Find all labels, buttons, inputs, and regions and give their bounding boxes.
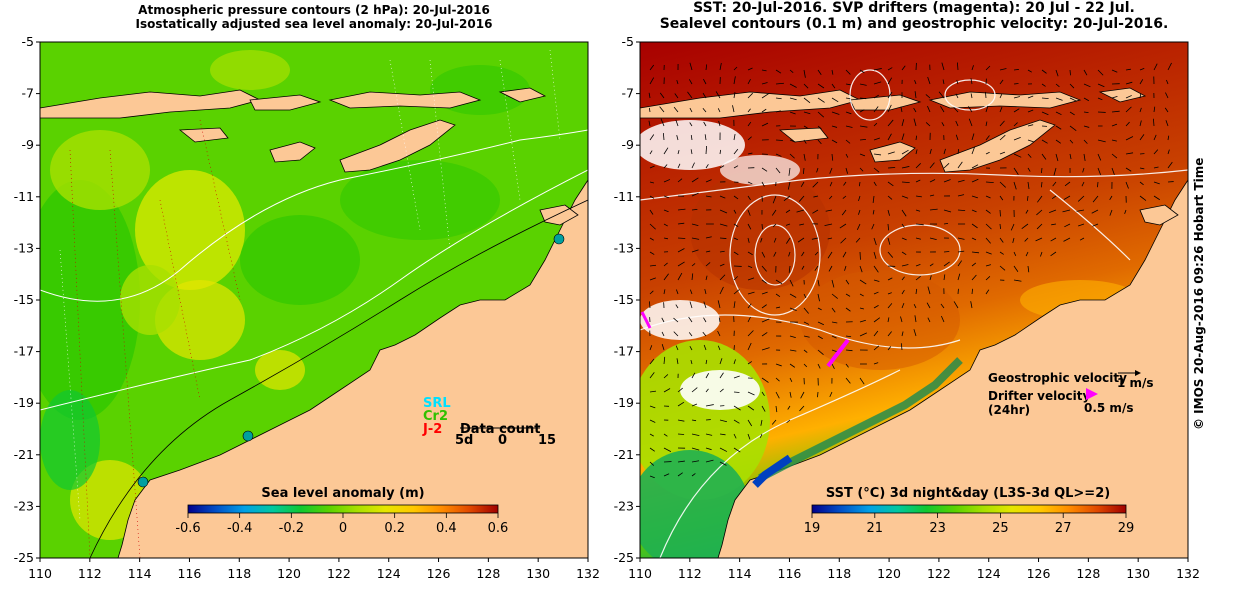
- right-lon-tick-label: 124: [977, 566, 1001, 581]
- right-lat-tick-label: -11: [614, 189, 634, 204]
- sla-tick-label: -0.6: [175, 521, 200, 536]
- legend-cr2: Cr2: [423, 409, 448, 424]
- right-lat-tick-label: -13: [614, 240, 634, 255]
- sla-tick-label: 0.2: [384, 521, 405, 536]
- imos-credit: © IMOS 20-Aug-2016 09:26 Hobart Time: [1192, 157, 1206, 430]
- left-lat-tick-label: -25: [14, 550, 34, 565]
- right-lat-tick-label: -23: [614, 498, 634, 513]
- sst-colorbar-label: SST (°C) 3d night&day (L3S-3d QL>=2): [826, 486, 1110, 501]
- sumba-island-left: [178, 127, 229, 143]
- right-map-subtitle: Sealevel contours (0.1 m) and geostrophi…: [659, 16, 1169, 32]
- australia-landmass-left: [117, 179, 588, 558]
- legend-data-count: Data count: [460, 422, 540, 437]
- left-lat-tick-label: -13: [14, 240, 34, 255]
- sla-tick-label: 0.6: [488, 521, 509, 536]
- australia-landmass-right: [717, 179, 1188, 558]
- drifter-track: [826, 338, 850, 368]
- legend-count-0: 0: [498, 433, 507, 448]
- right-lon-tick-label: 130: [1126, 566, 1150, 581]
- timor-island-left: [339, 119, 456, 173]
- sst-tick-label: 19: [804, 521, 821, 536]
- right-lat-tick-label: -15: [614, 292, 634, 307]
- sla-tick-label: 0.4: [436, 521, 457, 536]
- left-lat-tick-label: -11: [14, 189, 34, 204]
- right-lon-tick-label: 128: [1076, 566, 1100, 581]
- right-lat-tick-label: -21: [614, 447, 634, 462]
- legend-drifter-period: (24hr): [988, 403, 1030, 417]
- sst-tick-label: 27: [1055, 521, 1072, 536]
- legend-geostrophic-scale: 1 m/s: [1117, 376, 1154, 390]
- right-lon-tick-label: 118: [827, 566, 851, 581]
- right-lon-tick-label: 120: [877, 566, 901, 581]
- sst-tick-label: 25: [992, 521, 1009, 536]
- left-lon-tick-label: 110: [28, 566, 52, 581]
- left-map-title: Atmospheric pressure contours (2 hPa): 2…: [138, 3, 490, 17]
- sst-colorbar-ticks: 19 21 23 25 27 29: [804, 513, 1135, 536]
- right-lat-tick-label: -5: [622, 34, 634, 49]
- legend-srl: SRL: [423, 396, 451, 411]
- java-bali-island-right: [640, 89, 862, 119]
- legend-drifter-scale: 0.5 m/s: [1084, 401, 1133, 415]
- left-lon-tick-label: 122: [327, 566, 351, 581]
- right-lon-tick-label: 116: [778, 566, 802, 581]
- left-map-axes: 110 112 114 116 118 120 122 124 126 128 130 132 -5 -7…: [14, 34, 600, 581]
- sst-tick-label: 23: [929, 521, 946, 536]
- left-lat-tick-label: -15: [14, 292, 34, 307]
- left-lat-tick-label: -9: [22, 137, 35, 152]
- timor-island-right: [939, 119, 1056, 173]
- left-lon-tick-label: 130: [526, 566, 550, 581]
- sst-tick-label: 21: [867, 521, 884, 536]
- sawu-island-left: [269, 141, 316, 163]
- left-lon-tick-label: 126: [427, 566, 451, 581]
- right-lon-tick-label: 114: [728, 566, 752, 581]
- sla-tick-label: -0.4: [227, 521, 252, 536]
- sst-colorbar: [811, 504, 1127, 514]
- right-lat-tick-label: -19: [614, 395, 634, 410]
- left-lat-tick-label: -5: [22, 34, 34, 49]
- right-lat-tick-label: -17: [614, 344, 634, 359]
- sla-colorbar-ticks: -0.6 -0.4 -0.2 0 0.2 0.4 0.6: [175, 513, 508, 536]
- legend-drifter-velocity: Drifter velocity: [988, 389, 1090, 403]
- right-lon-tick-label: 122: [927, 566, 951, 581]
- right-lon-tick-label: 112: [678, 566, 702, 581]
- left-lon-tick-label: 116: [178, 566, 202, 581]
- left-lat-tick-label: -17: [14, 344, 34, 359]
- legend-count-15: 15: [538, 433, 556, 448]
- geostrophic-velocity-arrows: [648, 62, 1174, 479]
- left-lon-tick-label: 120: [277, 566, 301, 581]
- sst-tick-label: 29: [1118, 521, 1135, 536]
- legend-geostrophic-velocity: Geostrophic velocity: [988, 371, 1127, 385]
- left-lon-tick-label: 132: [576, 566, 600, 581]
- right-lat-tick-label: -9: [622, 137, 635, 152]
- sla-tick-label: 0: [339, 521, 347, 536]
- right-lat-tick-label: -25: [614, 550, 634, 565]
- left-lat-tick-label: -19: [14, 395, 34, 410]
- left-lat-tick-label: -21: [14, 447, 34, 462]
- right-lon-tick-label: 132: [1176, 566, 1200, 581]
- flores-island-left: [328, 91, 482, 109]
- sla-colorbar: [187, 504, 499, 514]
- left-lon-tick-label: 118: [227, 566, 251, 581]
- sla-tick-label: -0.2: [279, 521, 304, 536]
- left-map-subtitle: Isostatically adjusted sea level anomaly…: [135, 17, 493, 31]
- left-map-field: [40, 42, 588, 558]
- left-lon-tick-label: 128: [476, 566, 500, 581]
- sla-colorbar-label: Sea level anomaly (m): [261, 486, 424, 501]
- left-lon-tick-label: 124: [377, 566, 401, 581]
- right-map-axes: 110 112 114 116 118 120 122 124 126 128 130 132 -5 -7…: [614, 34, 1200, 581]
- right-map-title: SST: 20-Jul-2016. SVP drifters (magenta)…: [693, 0, 1135, 16]
- left-lon-tick-label: 114: [128, 566, 152, 581]
- right-map-field: [640, 42, 1188, 558]
- left-lat-tick-label: -23: [14, 498, 34, 513]
- right-lon-tick-label: 110: [628, 566, 652, 581]
- legend-j2: J-2: [422, 422, 442, 437]
- right-lon-tick-label: 126: [1027, 566, 1051, 581]
- left-lat-tick-label: -7: [22, 86, 34, 101]
- left-lon-tick-label: 112: [78, 566, 102, 581]
- legend-count-5d: 5d: [455, 433, 473, 448]
- java-bali-island-left: [40, 89, 262, 119]
- right-lat-tick-label: -7: [622, 86, 634, 101]
